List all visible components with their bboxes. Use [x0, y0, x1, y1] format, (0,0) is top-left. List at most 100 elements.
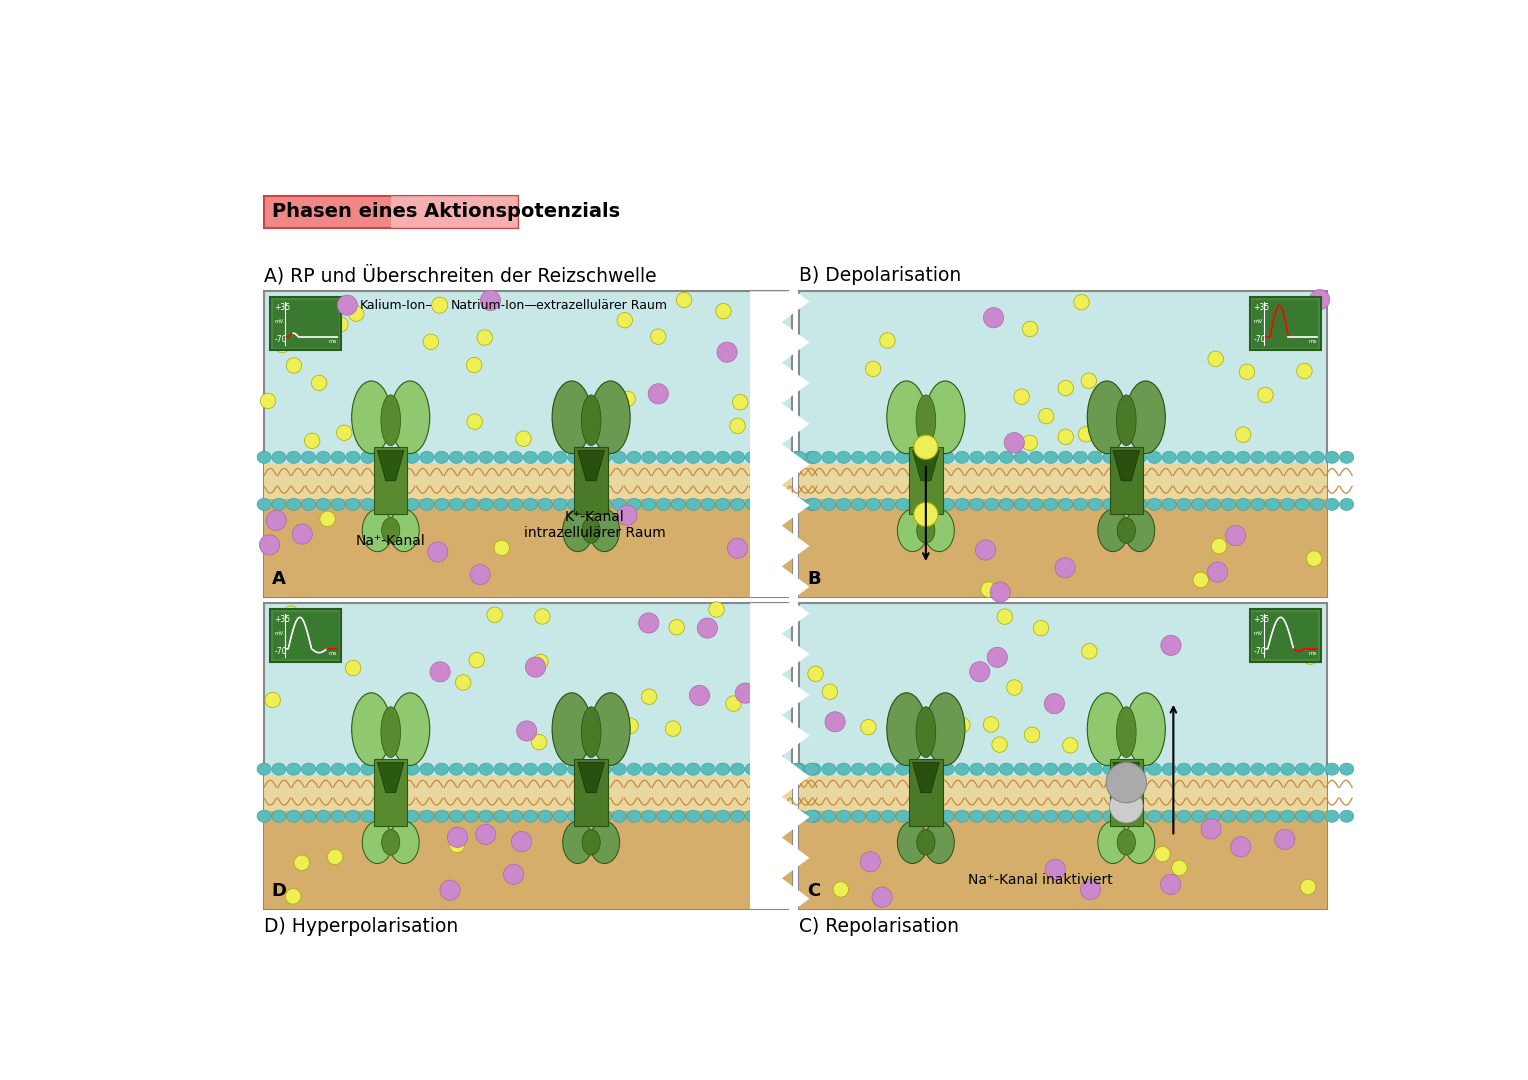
- Circle shape: [970, 662, 990, 681]
- Ellipse shape: [478, 498, 494, 511]
- Ellipse shape: [390, 498, 405, 511]
- Bar: [264, 603, 792, 909]
- Circle shape: [1306, 551, 1322, 566]
- Ellipse shape: [866, 810, 880, 822]
- Ellipse shape: [701, 764, 715, 775]
- Ellipse shape: [390, 821, 419, 864]
- Circle shape: [312, 375, 327, 391]
- Ellipse shape: [1125, 510, 1155, 552]
- Ellipse shape: [382, 517, 400, 543]
- Text: -70: -70: [274, 335, 287, 343]
- Circle shape: [1207, 351, 1224, 366]
- Ellipse shape: [1125, 821, 1155, 864]
- Ellipse shape: [1296, 810, 1309, 822]
- Ellipse shape: [642, 764, 656, 775]
- Ellipse shape: [730, 451, 744, 463]
- Ellipse shape: [730, 764, 744, 775]
- Ellipse shape: [434, 498, 449, 511]
- Ellipse shape: [804, 498, 819, 511]
- Ellipse shape: [792, 810, 807, 822]
- Text: +35: +35: [274, 302, 290, 312]
- Ellipse shape: [1088, 810, 1102, 822]
- Text: B) Depolarisation: B) Depolarisation: [799, 266, 961, 285]
- Circle shape: [1106, 762, 1146, 802]
- Ellipse shape: [390, 764, 405, 775]
- Circle shape: [665, 720, 681, 737]
- Circle shape: [1039, 408, 1054, 423]
- Ellipse shape: [917, 829, 935, 855]
- Bar: [374, 759, 408, 826]
- Ellipse shape: [984, 810, 999, 822]
- Text: K⁺-Kanal
intrazellulärer Raum: K⁺-Kanal intrazellulärer Raum: [524, 510, 666, 540]
- Circle shape: [620, 391, 636, 407]
- Ellipse shape: [926, 381, 964, 454]
- Ellipse shape: [465, 764, 478, 775]
- Ellipse shape: [509, 498, 523, 511]
- Ellipse shape: [1028, 764, 1044, 775]
- Ellipse shape: [1309, 498, 1325, 511]
- Bar: [1109, 447, 1143, 514]
- Circle shape: [992, 737, 1007, 753]
- Ellipse shape: [657, 764, 671, 775]
- Circle shape: [471, 565, 490, 584]
- Bar: [391, 195, 518, 228]
- Ellipse shape: [895, 498, 909, 511]
- Ellipse shape: [405, 451, 419, 463]
- Ellipse shape: [1163, 451, 1177, 463]
- Circle shape: [1062, 738, 1079, 753]
- Bar: [264, 793, 792, 909]
- Ellipse shape: [345, 498, 361, 511]
- Ellipse shape: [792, 451, 807, 463]
- Ellipse shape: [822, 764, 836, 775]
- Ellipse shape: [301, 498, 316, 511]
- Circle shape: [283, 606, 298, 621]
- Ellipse shape: [1207, 810, 1221, 822]
- Text: mV: mV: [274, 631, 283, 636]
- Ellipse shape: [553, 764, 567, 775]
- Ellipse shape: [287, 451, 301, 463]
- Polygon shape: [1112, 762, 1140, 793]
- Bar: [799, 793, 1326, 909]
- Ellipse shape: [597, 498, 611, 511]
- Ellipse shape: [686, 498, 700, 511]
- Circle shape: [1074, 295, 1089, 310]
- Polygon shape: [1112, 450, 1140, 481]
- Ellipse shape: [494, 498, 507, 511]
- Ellipse shape: [405, 810, 419, 822]
- Ellipse shape: [804, 451, 819, 463]
- Bar: [1250, 297, 1320, 350]
- Ellipse shape: [940, 498, 955, 511]
- Ellipse shape: [376, 451, 390, 463]
- Ellipse shape: [759, 451, 775, 463]
- Ellipse shape: [1103, 451, 1117, 463]
- Ellipse shape: [1117, 829, 1135, 855]
- Text: ms: ms: [329, 650, 338, 656]
- Ellipse shape: [1340, 498, 1354, 511]
- Ellipse shape: [568, 764, 582, 775]
- Ellipse shape: [1177, 498, 1190, 511]
- Ellipse shape: [257, 451, 270, 463]
- Ellipse shape: [1236, 764, 1250, 775]
- Bar: [1251, 300, 1319, 348]
- Ellipse shape: [759, 764, 775, 775]
- Ellipse shape: [715, 764, 730, 775]
- Ellipse shape: [582, 829, 601, 855]
- Circle shape: [480, 291, 501, 311]
- Ellipse shape: [701, 451, 715, 463]
- Ellipse shape: [1265, 498, 1280, 511]
- Ellipse shape: [568, 498, 582, 511]
- Ellipse shape: [1044, 810, 1057, 822]
- Ellipse shape: [287, 498, 301, 511]
- Circle shape: [833, 881, 848, 897]
- Ellipse shape: [911, 451, 924, 463]
- Ellipse shape: [1340, 810, 1354, 822]
- Circle shape: [1024, 727, 1039, 743]
- Ellipse shape: [391, 692, 429, 766]
- Ellipse shape: [1132, 810, 1146, 822]
- Ellipse shape: [866, 451, 880, 463]
- Ellipse shape: [272, 451, 286, 463]
- Text: Kalium-Ion—: Kalium-Ion—: [359, 299, 439, 312]
- Ellipse shape: [911, 764, 924, 775]
- Ellipse shape: [420, 810, 434, 822]
- Bar: [374, 447, 408, 514]
